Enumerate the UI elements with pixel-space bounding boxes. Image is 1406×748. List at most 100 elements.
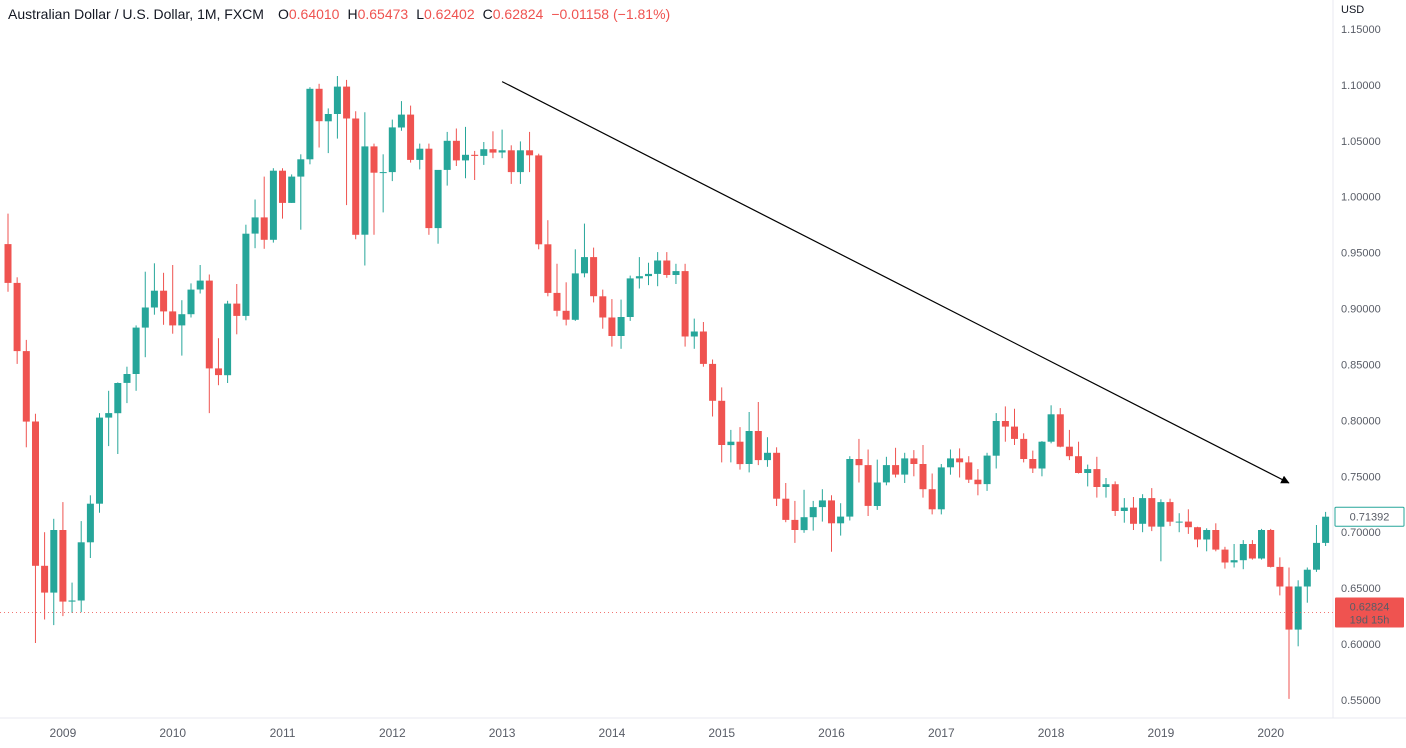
- candle[interactable]: [1203, 528, 1211, 552]
- candle[interactable]: [434, 169, 442, 244]
- candle[interactable]: [901, 452, 909, 483]
- candle[interactable]: [288, 174, 296, 203]
- candle[interactable]: [416, 143, 424, 170]
- candle[interactable]: [516, 141, 524, 184]
- candle[interactable]: [681, 263, 689, 347]
- candle[interactable]: [553, 263, 561, 317]
- candle[interactable]: [1258, 528, 1265, 560]
- symbol-legend[interactable]: Australian Dollar / U.S. Dollar, 1M, FXC…: [8, 6, 670, 22]
- candle[interactable]: [910, 450, 918, 477]
- candle[interactable]: [1084, 464, 1092, 487]
- candle[interactable]: [1130, 497, 1137, 530]
- candle[interactable]: [937, 464, 945, 515]
- candle[interactable]: [1111, 481, 1119, 516]
- candle[interactable]: [86, 495, 94, 558]
- candle[interactable]: [873, 459, 881, 510]
- candle[interactable]: [617, 299, 625, 349]
- candle[interactable]: [1093, 456, 1101, 498]
- candle[interactable]: [370, 143, 378, 235]
- candle[interactable]: [361, 112, 369, 266]
- candle[interactable]: [809, 500, 817, 531]
- candle[interactable]: [1230, 544, 1238, 568]
- candle[interactable]: [800, 489, 808, 533]
- candle[interactable]: [1194, 526, 1201, 548]
- candle[interactable]: [379, 154, 387, 213]
- candle[interactable]: [718, 387, 726, 463]
- candle[interactable]: [882, 456, 890, 486]
- candle[interactable]: [965, 456, 973, 483]
- candle[interactable]: [315, 83, 323, 148]
- candle[interactable]: [59, 502, 67, 617]
- candle[interactable]: [626, 275, 634, 321]
- candle[interactable]: [1038, 441, 1046, 477]
- candle[interactable]: [443, 131, 451, 186]
- candle[interactable]: [864, 449, 872, 517]
- candle[interactable]: [1065, 429, 1073, 461]
- candle[interactable]: [205, 274, 213, 414]
- candle[interactable]: [690, 318, 698, 349]
- candle[interactable]: [1267, 528, 1275, 568]
- candle[interactable]: [709, 359, 717, 417]
- candle[interactable]: [1102, 478, 1110, 498]
- candle[interactable]: [233, 284, 241, 335]
- candle[interactable]: [1056, 408, 1064, 448]
- candle[interactable]: [306, 87, 314, 165]
- candle[interactable]: [1120, 498, 1128, 523]
- candle[interactable]: [132, 325, 140, 391]
- candle[interactable]: [352, 111, 360, 240]
- trendline-arrow[interactable]: [501, 81, 1290, 484]
- candle[interactable]: [105, 390, 113, 447]
- candle[interactable]: [196, 265, 204, 294]
- candle[interactable]: [974, 469, 982, 496]
- candle[interactable]: [297, 154, 305, 230]
- candle[interactable]: [727, 429, 735, 463]
- candle[interactable]: [1001, 406, 1009, 442]
- candle[interactable]: [1020, 433, 1028, 463]
- candle[interactable]: [397, 101, 405, 131]
- candle[interactable]: [279, 168, 286, 219]
- candle[interactable]: [754, 402, 762, 466]
- candle[interactable]: [1294, 580, 1302, 647]
- candle[interactable]: [736, 427, 744, 470]
- candle[interactable]: [672, 263, 680, 284]
- candle[interactable]: [635, 257, 643, 289]
- candle[interactable]: [1175, 513, 1183, 533]
- candle[interactable]: [471, 150, 479, 180]
- candle[interactable]: [828, 495, 835, 552]
- candle[interactable]: [13, 277, 21, 364]
- candle[interactable]: [215, 338, 222, 386]
- candle[interactable]: [608, 299, 616, 347]
- symbol-title[interactable]: Australian Dollar / U.S. Dollar, 1M, FXC…: [8, 6, 264, 22]
- candle[interactable]: [260, 176, 268, 249]
- candle[interactable]: [846, 456, 854, 521]
- candle[interactable]: [919, 445, 927, 498]
- candle[interactable]: [562, 282, 570, 326]
- candle[interactable]: [333, 76, 341, 139]
- candle[interactable]: [818, 489, 826, 522]
- candle[interactable]: [224, 300, 232, 383]
- candle[interactable]: [1029, 450, 1037, 473]
- candle[interactable]: [141, 271, 149, 358]
- candle[interactable]: [571, 249, 579, 321]
- candle[interactable]: [947, 449, 954, 475]
- candle[interactable]: [992, 413, 1000, 469]
- candle[interactable]: [544, 220, 552, 297]
- candle[interactable]: [526, 131, 534, 173]
- candle[interactable]: [388, 119, 396, 182]
- candle[interactable]: [498, 129, 506, 159]
- candle[interactable]: [1303, 567, 1311, 603]
- candle[interactable]: [452, 128, 460, 167]
- candle[interactable]: [114, 382, 122, 454]
- candle[interactable]: [782, 483, 790, 523]
- candle[interactable]: [4, 213, 12, 292]
- candle[interactable]: [242, 224, 250, 321]
- candle[interactable]: [68, 582, 76, 613]
- candle[interactable]: [1157, 499, 1165, 562]
- candle[interactable]: [654, 252, 662, 287]
- candle[interactable]: [983, 452, 991, 491]
- candle[interactable]: [123, 366, 131, 404]
- candle[interactable]: [956, 448, 964, 478]
- candle[interactable]: [581, 223, 588, 278]
- price-axis[interactable]: USD 1.15000 1.10000 1.05000 1.00000 0.95000 0.…: [1341, 4, 1381, 707]
- candle[interactable]: [1322, 511, 1330, 546]
